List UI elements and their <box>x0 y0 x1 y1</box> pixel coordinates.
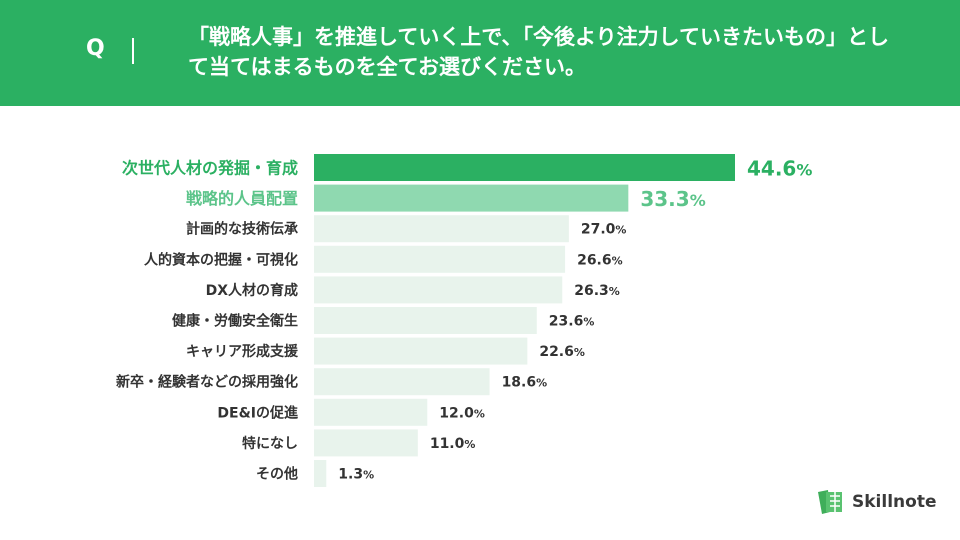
value-label: 33.3% <box>640 187 705 211</box>
category-label: DX人材の育成 <box>206 282 298 299</box>
category-label: DE&Iの促進 <box>217 404 298 421</box>
bar <box>314 276 563 304</box>
bar <box>314 429 418 457</box>
bar <box>314 460 327 487</box>
value-label: 26.3% <box>574 283 620 299</box>
bar <box>314 215 569 243</box>
category-label: 健康・労働安全衛生 <box>172 313 298 330</box>
category-label: 新卒・経験者などの採用強化 <box>116 374 298 391</box>
divider <box>132 38 134 64</box>
category-label: キャリア形成支援 <box>186 343 299 360</box>
bar <box>314 307 537 334</box>
value-label: 26.6% <box>577 252 623 268</box>
category-label: 戦略的人員配置 <box>186 189 298 208</box>
category-label: 人的資本の把握・可視化 <box>144 251 298 268</box>
bar <box>314 184 629 212</box>
bar <box>314 154 735 181</box>
bar <box>314 245 566 273</box>
category-label: 次世代人材の発掘・育成 <box>122 159 298 178</box>
category-label: 特になし <box>242 435 298 452</box>
question-label: Q <box>86 36 105 61</box>
bar <box>314 337 528 365</box>
value-label: 27.0% <box>581 222 627 238</box>
category-label: 計画的な技術伝承 <box>186 221 298 238</box>
value-label: 11.0% <box>430 436 476 452</box>
value-label: 18.6% <box>502 375 548 391</box>
value-label: 12.0% <box>439 405 485 421</box>
bar <box>314 368 490 396</box>
value-label: 44.6% <box>747 157 812 181</box>
question-text: 「戦略人事」を推進していく上で、「今後より注力していきたいもの」として当てはまる… <box>188 25 889 79</box>
value-label: 1.3% <box>338 467 374 483</box>
value-label: 22.6% <box>539 344 585 360</box>
logo-text: Skillnote <box>852 492 937 512</box>
skillnote-logo: Skillnote <box>816 488 936 516</box>
bar <box>314 398 428 426</box>
question-header: Q 「戦略人事」を推進していく上で、「今後より注力していきたいもの」として当ては… <box>0 0 960 106</box>
logo-icon <box>818 490 842 514</box>
category-label: その他 <box>256 466 298 483</box>
value-label: 23.6% <box>549 314 595 330</box>
